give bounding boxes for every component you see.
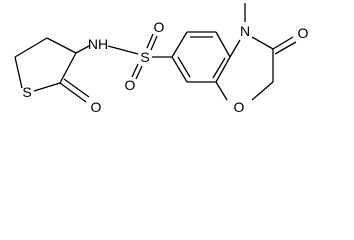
bond: [107, 45, 139, 55]
bonds: [14, 3, 297, 103]
bond: [171, 31, 188, 58]
bond: [59, 52, 77, 84]
bond: [215, 81, 228, 101]
atom-label: O: [298, 25, 309, 41]
bond: [63, 78, 90, 98]
bond: [14, 56, 23, 89]
atom-label: N: [240, 23, 250, 39]
bond: [251, 36, 274, 50]
bond: [272, 36, 294, 50]
bond: [150, 35, 158, 51]
bond: [215, 31, 231, 58]
bond: [75, 45, 90, 54]
bond: [33, 82, 61, 92]
atom-label: O: [91, 99, 102, 115]
atom-label: S: [140, 49, 149, 65]
bond: [171, 56, 188, 83]
bond: [229, 39, 241, 58]
bond: [46, 37, 77, 54]
bond: [215, 56, 231, 83]
atom-label: O: [234, 99, 245, 115]
bond: [274, 41, 297, 55]
atom-label: O: [154, 19, 165, 35]
atom-label: NH: [88, 36, 108, 52]
atom-label: S: [22, 84, 31, 100]
bond: [14, 37, 48, 58]
bond: [135, 65, 143, 80]
bond: [146, 33, 154, 49]
bond: [59, 82, 87, 103]
bond: [251, 81, 274, 101]
bond: [212, 57, 226, 79]
bond: [177, 56, 191, 78]
atom-label: O: [125, 77, 136, 93]
bond: [131, 63, 139, 78]
